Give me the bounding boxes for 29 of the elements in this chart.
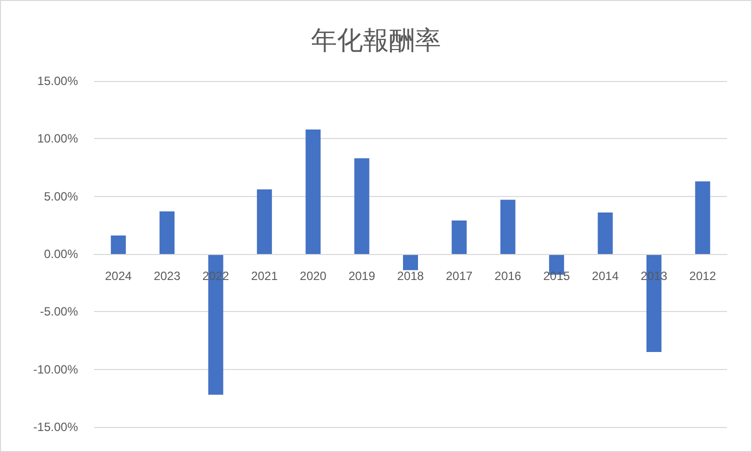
- x-tick-label: 2016: [494, 269, 522, 283]
- bar: [403, 254, 418, 270]
- y-tick-label: 0.00%: [44, 247, 78, 261]
- bar: [354, 158, 370, 254]
- x-tick-label: 2024: [104, 269, 132, 283]
- x-tick-label: 2021: [251, 269, 278, 283]
- bar: [306, 129, 321, 254]
- x-tick-label: 2015: [543, 269, 570, 283]
- chart-title: 年化報酬率: [311, 26, 441, 56]
- x-tick-label: 2012: [689, 269, 716, 283]
- x-tick-label: 2014: [592, 269, 619, 283]
- bar: [452, 220, 467, 254]
- x-tick-label: 2020: [300, 269, 327, 283]
- y-tick-label: -5.00%: [40, 304, 78, 319]
- x-tick-label: 2017: [446, 269, 473, 283]
- bar: [110, 236, 126, 254]
- y-tick-label: -10.00%: [33, 362, 78, 376]
- x-tick-label: 2023: [154, 269, 181, 283]
- bar: [598, 212, 613, 254]
- bar: [695, 181, 710, 254]
- y-tick-label: -15.00%: [33, 420, 78, 434]
- bar: [500, 200, 516, 254]
- x-tick-label: 2019: [348, 269, 376, 283]
- bar: [160, 211, 175, 254]
- y-tick-label: 5.00%: [44, 189, 78, 204]
- bar: [256, 189, 272, 254]
- x-tick-label: 2018: [397, 269, 424, 283]
- y-tick-label: 15.00%: [37, 74, 78, 88]
- y-tick-label: 10.00%: [37, 132, 78, 146]
